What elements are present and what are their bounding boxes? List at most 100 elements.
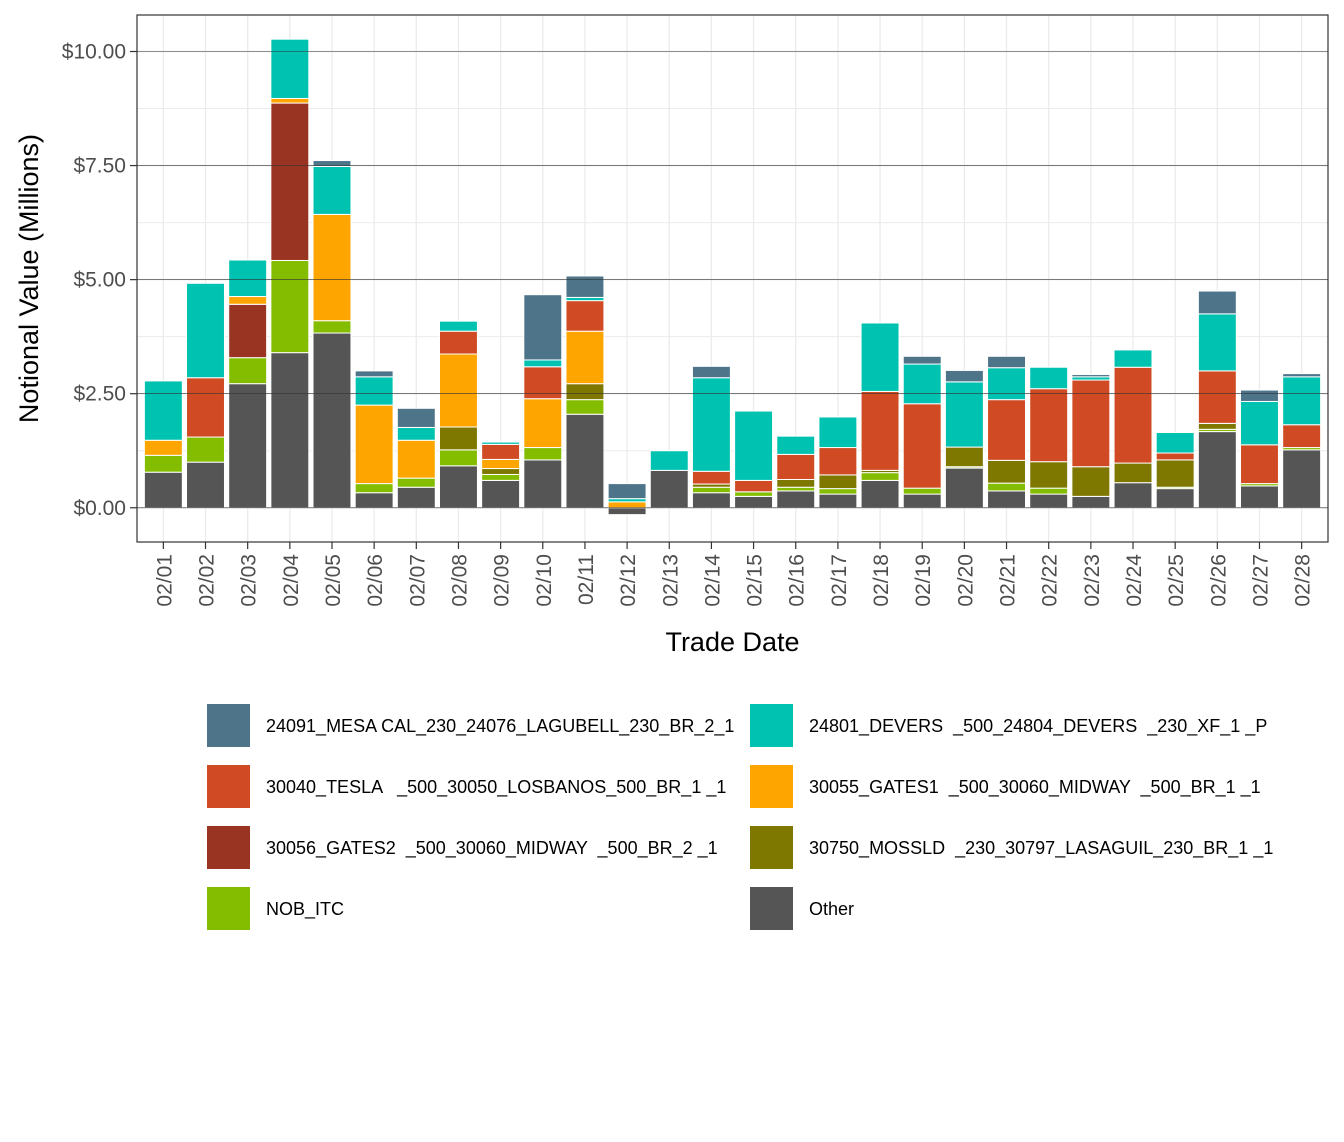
y-tick-label: $5.00	[73, 269, 126, 292]
bar-segment	[987, 367, 1027, 401]
bar-segment	[523, 294, 563, 361]
bar-segment	[523, 447, 563, 461]
bar-segment	[1113, 462, 1153, 484]
bar-segment	[186, 436, 225, 463]
bar-segment	[270, 352, 310, 509]
bar-segment	[902, 363, 942, 405]
x-tick-label: 02/15	[744, 554, 767, 607]
bar-segment	[354, 376, 394, 406]
x-tick-label: 02/21	[997, 554, 1020, 607]
bar-segment	[312, 332, 352, 509]
legend-key	[750, 704, 793, 747]
bar-segment	[818, 474, 858, 490]
bar-segment	[354, 404, 394, 485]
bar-segment	[1240, 485, 1279, 509]
bar-segment	[734, 479, 774, 493]
axes: $0.00 $2.50 $5.00 $7.50 $10.00 02/01 02/02 02/0…	[62, 41, 1315, 607]
bar-segment	[228, 303, 268, 359]
bar-segment	[1071, 466, 1111, 497]
bar-segment	[354, 492, 394, 509]
bar-segment	[1029, 366, 1069, 390]
bar-segment	[987, 459, 1027, 484]
bar-segment	[607, 507, 647, 516]
bar-segment	[1240, 444, 1279, 485]
legend-label: Other	[809, 899, 854, 919]
bar-segment	[523, 366, 563, 400]
bar-segment	[987, 355, 1027, 369]
x-tick-label: 02/07	[406, 554, 429, 607]
x-tick-label: 02/08	[448, 554, 471, 607]
bar-segment	[1029, 388, 1069, 463]
bar-segment	[438, 353, 478, 428]
bar-segment	[776, 478, 816, 488]
bar-segment	[438, 426, 478, 451]
bar-segment	[481, 443, 521, 460]
x-tick-label: 02/05	[322, 554, 345, 607]
bar-segment	[143, 439, 183, 456]
x-tick-label: 02/12	[617, 554, 640, 607]
bar-segment	[818, 416, 858, 449]
bar-segment	[607, 501, 647, 509]
legend-label: 30040_TESLA _500_30050_LOSBANOS_500_BR_1…	[266, 777, 726, 798]
bar-segment	[1282, 376, 1322, 426]
bar-segment	[1113, 349, 1153, 368]
legend-key	[750, 887, 793, 930]
bar-segment	[396, 486, 436, 509]
bar-segment	[944, 381, 984, 448]
legend-key	[207, 704, 250, 747]
bar-segment	[776, 435, 816, 455]
x-axis-title: Trade Date	[665, 627, 799, 657]
bar-segment	[987, 482, 1027, 492]
bar-segment	[523, 398, 563, 449]
y-tick-label: $2.50	[73, 383, 126, 406]
bar-segment	[1029, 493, 1069, 509]
legend-key	[207, 826, 250, 869]
bar-segment	[860, 472, 900, 481]
bar-segment	[691, 377, 731, 472]
x-tick-label: 02/11	[575, 554, 598, 605]
bar-segment	[902, 355, 942, 365]
bar-segment	[691, 365, 731, 379]
bar-segment	[860, 390, 900, 471]
bar-segment	[186, 461, 225, 509]
bar-segment	[1029, 461, 1069, 489]
bar-segment	[1071, 374, 1111, 378]
bar-segment	[228, 357, 268, 385]
bar-segment	[565, 413, 605, 509]
bar-segment	[1197, 422, 1237, 430]
x-tick-label: 02/28	[1292, 554, 1315, 607]
bar-segment	[481, 458, 521, 470]
legend-label: NOB_ITC	[266, 899, 344, 920]
bar-segment	[186, 282, 225, 379]
x-tick-label: 02/18	[870, 554, 893, 607]
legend-key	[207, 765, 250, 808]
x-tick-label: 02/04	[280, 554, 303, 607]
bar-segment	[1197, 313, 1237, 372]
bar-segment	[1155, 452, 1195, 461]
bar-segment	[438, 320, 478, 332]
y-tick-label: $10.00	[62, 41, 126, 64]
bar-segment	[1155, 459, 1195, 488]
bar-segment	[186, 377, 225, 438]
x-tick-label: 02/14	[701, 554, 724, 607]
bar-segment	[944, 369, 984, 383]
bar-segment	[228, 383, 268, 509]
legend-label: 30055_GATES1 _500_30060_MIDWAY _500_BR_1…	[809, 777, 1261, 798]
legend-key	[750, 765, 793, 808]
bar-segment	[565, 275, 605, 298]
bar-segment	[270, 38, 310, 99]
x-tick-label: 02/16	[786, 554, 809, 607]
x-tick-label: 02/25	[1165, 554, 1188, 607]
bar-segment	[565, 383, 605, 401]
bar-segment	[312, 165, 352, 215]
bar-segment	[1282, 449, 1322, 509]
bar-segment	[776, 490, 816, 509]
bar-segment	[902, 493, 942, 509]
bar-segment	[1240, 400, 1279, 446]
bar-segment	[734, 491, 774, 497]
bar-segment	[143, 471, 183, 509]
legend-label: 24091_MESA CAL_230_24076_LAGUBELL_230_BR…	[266, 716, 734, 737]
legend-key	[750, 826, 793, 869]
bar-segment	[776, 453, 816, 480]
